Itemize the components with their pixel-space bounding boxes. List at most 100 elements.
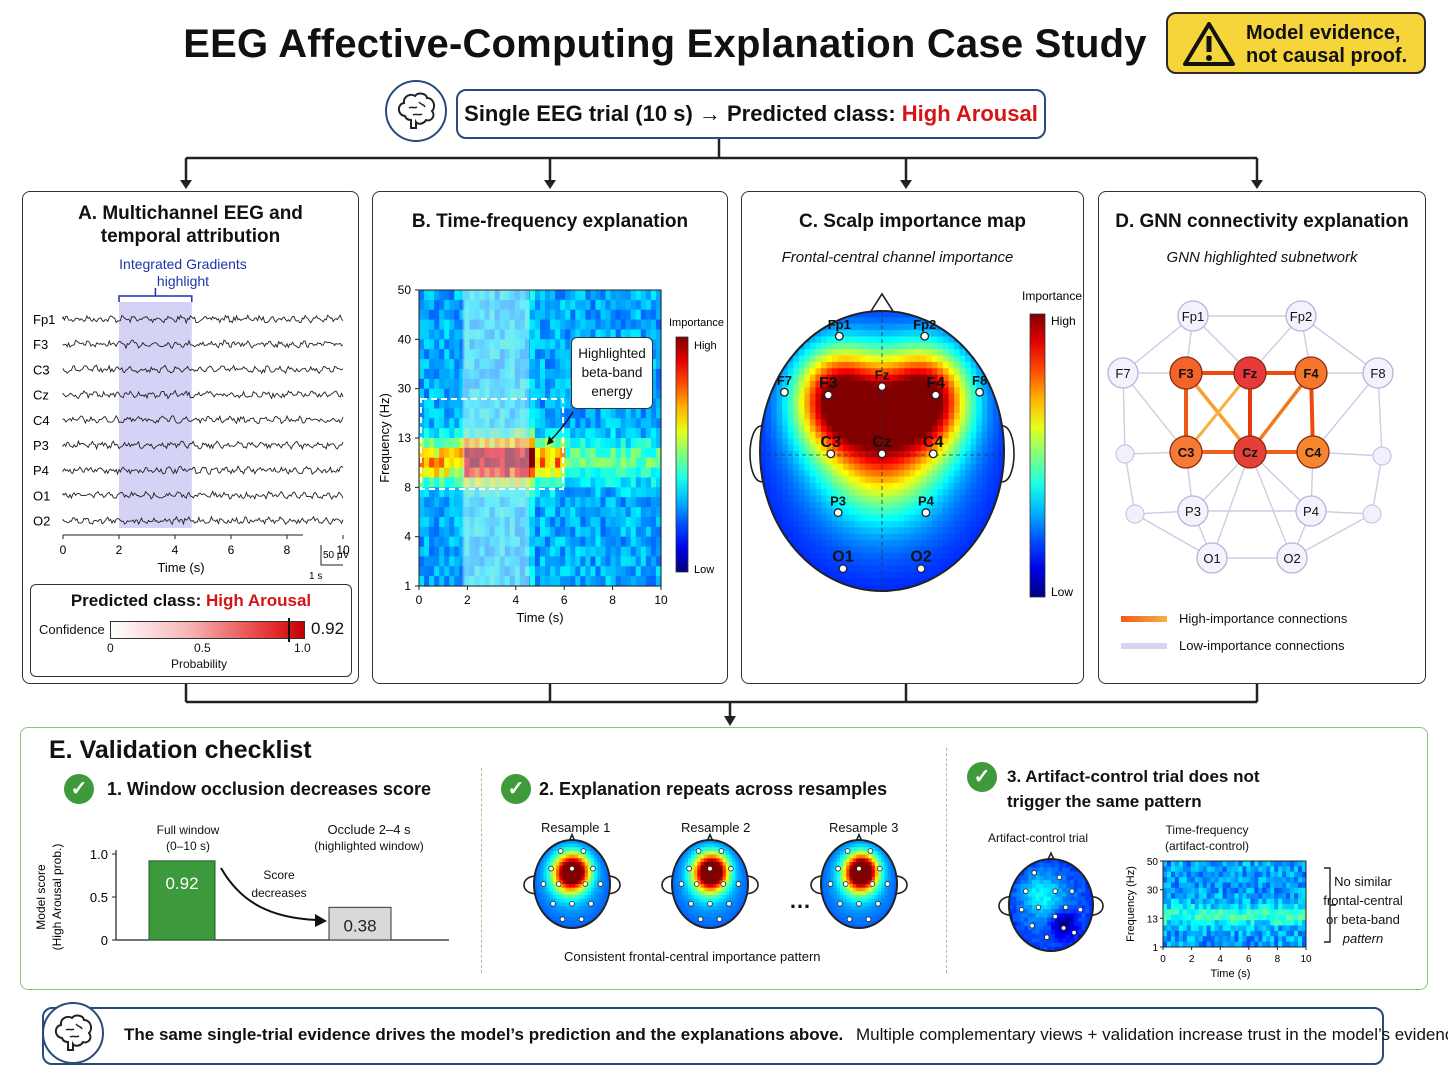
check-icon-1: ✓ <box>64 774 94 804</box>
electrode-F7 <box>779 387 789 397</box>
electrode-Fz <box>877 382 887 392</box>
tf-heatmap <box>419 290 662 587</box>
confidence-value: 0.92 <box>311 619 345 638</box>
electrode-F8 <box>975 387 985 397</box>
occlude-line1: Occlude 2–4 s <box>327 822 411 837</box>
note-line1: No similar <box>1334 874 1392 889</box>
channel-label-Fp1: Fp1 <box>33 312 55 327</box>
beta-band-box <box>420 398 564 490</box>
resample-map-1 <box>523 832 621 929</box>
channel-label-F3: F3 <box>33 337 48 352</box>
tf-colorbar <box>675 336 689 573</box>
tf-highlight-window <box>462 290 530 586</box>
tf-xtick: 8 <box>609 593 616 607</box>
pred-label: Predicted class: <box>70 591 202 610</box>
resample-map-3 <box>810 832 908 929</box>
low-edge-F8-C4 <box>1312 372 1379 453</box>
artifact-xtick: 4 <box>1217 954 1223 965</box>
occlude-line2: (highlighted window) <box>314 839 424 853</box>
low-edge-L1-L2 <box>1124 453 1136 515</box>
page-title: EEG Affective-Computing Explanation Case… <box>183 22 1147 66</box>
time-frequency-plot: 50 40 30 13 8 4 10 2 4 6 8 10 Time (s) Frequency (Hz)… <box>377 283 724 625</box>
bar-ytick: 0 <box>101 933 108 948</box>
conf-tick-05: 0.5 <box>194 641 211 655</box>
warning-line2: not causal proof. <box>1246 45 1408 67</box>
footer-brain-icon <box>42 1002 104 1064</box>
scalp-cbar-low: Low <box>1051 585 1073 599</box>
panel-e-title: E. Validation checklist <box>49 736 312 764</box>
eeg-trace-P3 <box>62 439 344 451</box>
tf-xtick: 0 <box>416 593 423 607</box>
warning-box: Model evidence, not causal proof. <box>1166 12 1426 74</box>
trial-predicted: High Arousal <box>901 101 1038 126</box>
electrode-F4 <box>931 390 941 400</box>
tf-xtick: 6 <box>561 593 568 607</box>
divider-1 <box>481 768 482 973</box>
eeg-trace-P4 <box>62 465 344 476</box>
electrode-label-F8: F8 <box>972 373 987 388</box>
electrode-P4 <box>921 508 931 518</box>
gnn-node-label-O1: O1 <box>1203 551 1220 566</box>
gnn-node-P4 <box>1295 495 1327 527</box>
artifact-ytick: 50 <box>1147 857 1159 868</box>
prediction-box: Predicted class: High Arousal Confidence… <box>30 584 352 677</box>
tf-cbar-title: Importance <box>669 317 724 329</box>
unlabeled-node <box>1125 504 1145 524</box>
electrode-F3 <box>823 390 833 400</box>
scale-s: 1 s <box>309 571 322 582</box>
gnn-node-label-Fp1: Fp1 <box>1182 309 1204 324</box>
check-item-3-line2: trigger the same pattern <box>1007 792 1202 811</box>
gnn-node-label-Fz: Fz <box>1243 366 1258 381</box>
electrode-label-F7: F7 <box>777 373 792 388</box>
note-line2: frontal-central <box>1323 893 1403 908</box>
artifact-scalp-map <box>998 851 1104 952</box>
scalp-colorbar <box>1029 313 1046 598</box>
gnn-node-F8 <box>1362 357 1394 389</box>
gnn-node-label-C3: C3 <box>1178 445 1195 460</box>
scale-uv: 50 μV <box>323 550 350 561</box>
legend-high-swatch <box>1121 616 1167 622</box>
electrode-Cz <box>877 449 887 459</box>
eeg-time-tick: 2 <box>116 543 123 557</box>
resample-label-3: Resample 3 <box>829 820 899 835</box>
electrode-label-C3: C3 <box>821 434 842 451</box>
gnn-node-label-Fp2: Fp2 <box>1290 309 1312 324</box>
legend-low-label: Low-importance connections <box>1179 638 1345 653</box>
confidence-label: Confidence <box>39 622 105 637</box>
pred-value: High Arousal <box>205 591 312 610</box>
gnn-node-label-O2: O2 <box>1283 551 1300 566</box>
panel-a-title-line2: temporal attribution <box>100 226 281 247</box>
unlabeled-node <box>1362 504 1382 524</box>
panel-c: C. Scalp importance map Frontal-central … <box>741 191 1084 684</box>
tf-xlabel: Time (s) <box>516 610 563 625</box>
artifact-tf-heatmap <box>1163 861 1307 948</box>
gnn-node-F7 <box>1107 357 1139 389</box>
electrode-label-P3: P3 <box>830 494 846 509</box>
bar-ylabel-1: Model score <box>34 864 48 930</box>
check-item-2: 2. Explanation repeats across resamples <box>539 779 888 799</box>
full-window-line1: Full window <box>156 823 220 837</box>
channel-label-P4: P4 <box>33 463 49 478</box>
scalp-cbar-title: Importance <box>1022 289 1082 303</box>
tf-ytick: 4 <box>404 530 411 544</box>
eeg-time-label: Time (s) <box>157 560 204 575</box>
artifact-xtick: 6 <box>1246 954 1252 965</box>
artifact-trial-label: Artifact-control trial <box>988 831 1089 845</box>
callout-line3: energy <box>591 384 633 399</box>
tf-xtick: 2 <box>464 593 471 607</box>
electrode-label-F4: F4 <box>926 375 945 392</box>
eeg-trace-F3 <box>62 339 344 350</box>
electrode-O1 <box>838 564 848 574</box>
eeg-trace-C3 <box>62 364 344 375</box>
electrode-Fp1 <box>834 331 844 341</box>
resample-label-1: Resample 1 <box>541 820 611 835</box>
gnn-node-label-F7: F7 <box>1115 366 1130 381</box>
electrode-Fp2 <box>920 331 930 341</box>
probability-label: Probability <box>171 657 228 671</box>
callout-line2: beta-band <box>581 365 643 380</box>
divider-2 <box>946 748 947 973</box>
eeg-time-tick: 10 <box>336 543 350 557</box>
panel-a-title-line1: A. Multichannel EEG and <box>78 203 303 224</box>
eeg-trace-O1 <box>62 490 344 501</box>
